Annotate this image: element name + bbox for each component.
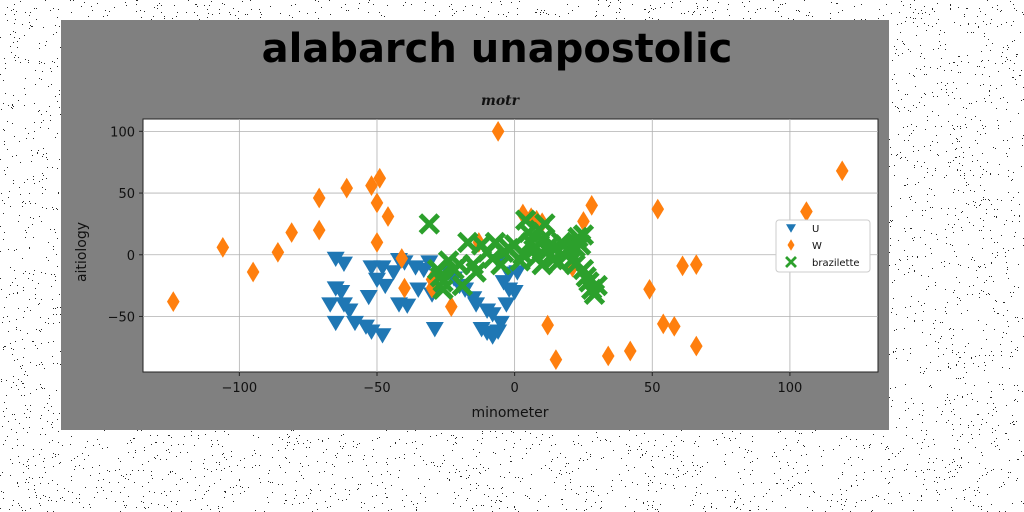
chart-subtitle: motr xyxy=(481,93,521,109)
point-w xyxy=(800,201,813,222)
point-brazilette xyxy=(534,213,556,235)
y-tick-label: 0 xyxy=(127,249,135,264)
point-u xyxy=(483,307,502,323)
legend-label-w: W xyxy=(812,241,822,252)
point-w xyxy=(690,254,703,275)
axis-ticks: −100 −50 0 50 100 −50 0 50 100 xyxy=(108,125,803,396)
point-brazilette xyxy=(564,253,586,276)
point-w xyxy=(445,296,458,317)
point-u xyxy=(332,285,351,301)
point-w xyxy=(491,120,505,142)
point-u xyxy=(409,282,428,298)
point-u xyxy=(489,324,508,340)
point-w xyxy=(395,248,409,269)
point-w xyxy=(166,291,180,313)
point-w xyxy=(577,211,590,232)
point-w xyxy=(340,177,354,199)
legend-box xyxy=(775,219,871,273)
point-u xyxy=(398,298,417,314)
y-tick-label: −50 xyxy=(108,310,135,325)
point-u xyxy=(340,303,359,319)
point-u xyxy=(491,315,510,332)
point-u xyxy=(326,251,345,268)
x-tick-label: 100 xyxy=(777,381,802,396)
point-brazilette xyxy=(465,261,487,283)
chart-title: alabarch unapostolic xyxy=(262,26,733,72)
point-u xyxy=(334,256,353,272)
point-w xyxy=(676,255,689,277)
point-w xyxy=(216,237,230,258)
point-u xyxy=(384,265,403,281)
point-w xyxy=(365,175,378,196)
x-tick-label: −50 xyxy=(363,381,390,396)
point-w xyxy=(667,315,681,337)
point-u xyxy=(321,297,340,313)
y-tick-label: 100 xyxy=(110,125,135,140)
y-tick-label: 50 xyxy=(118,187,135,202)
x-tick-label: −100 xyxy=(221,381,257,396)
y-axis-label: aitiology xyxy=(74,222,90,282)
point-w xyxy=(656,313,670,335)
point-w xyxy=(623,340,637,362)
point-u xyxy=(425,322,444,338)
point-w xyxy=(370,232,384,253)
point-u xyxy=(467,297,486,313)
point-w xyxy=(370,192,384,214)
legend: U W brazilette xyxy=(775,219,871,273)
point-w xyxy=(381,206,395,227)
point-w xyxy=(312,219,326,241)
point-w xyxy=(541,314,554,336)
point-brazilette xyxy=(418,213,440,235)
point-w xyxy=(246,261,260,283)
point-brazilette xyxy=(531,253,553,276)
legend-label-brazilette: brazilette xyxy=(812,258,860,269)
point-w xyxy=(651,198,665,220)
point-w xyxy=(373,167,387,189)
point-u xyxy=(376,278,395,295)
point-u xyxy=(367,272,386,288)
point-w xyxy=(312,187,326,209)
point-brazilette xyxy=(448,253,471,276)
legend-marker-u xyxy=(786,224,796,233)
x-tick-label: 0 xyxy=(510,381,518,396)
point-w xyxy=(601,345,615,367)
point-u xyxy=(359,289,378,306)
x-tick-label: 50 xyxy=(644,381,661,396)
point-u xyxy=(373,260,392,276)
point-w xyxy=(690,335,703,357)
point-w xyxy=(643,278,656,300)
point-brazilette xyxy=(586,274,608,297)
x-axis-label: minometer xyxy=(471,405,548,421)
point-w xyxy=(549,349,563,371)
point-w xyxy=(271,241,285,263)
point-w xyxy=(285,222,298,243)
legend-label-u: U xyxy=(812,224,819,235)
point-u xyxy=(373,328,392,344)
legend-marker-brazilette xyxy=(785,256,797,268)
point-w xyxy=(398,277,411,299)
point-w xyxy=(835,160,849,182)
legend-markers xyxy=(785,224,797,268)
point-w xyxy=(585,195,599,216)
legend-marker-w xyxy=(787,239,795,251)
point-brazilette xyxy=(432,278,454,301)
point-u xyxy=(326,315,345,332)
point-brazilette xyxy=(572,224,595,246)
point-u xyxy=(497,297,516,313)
data-points xyxy=(166,120,849,371)
